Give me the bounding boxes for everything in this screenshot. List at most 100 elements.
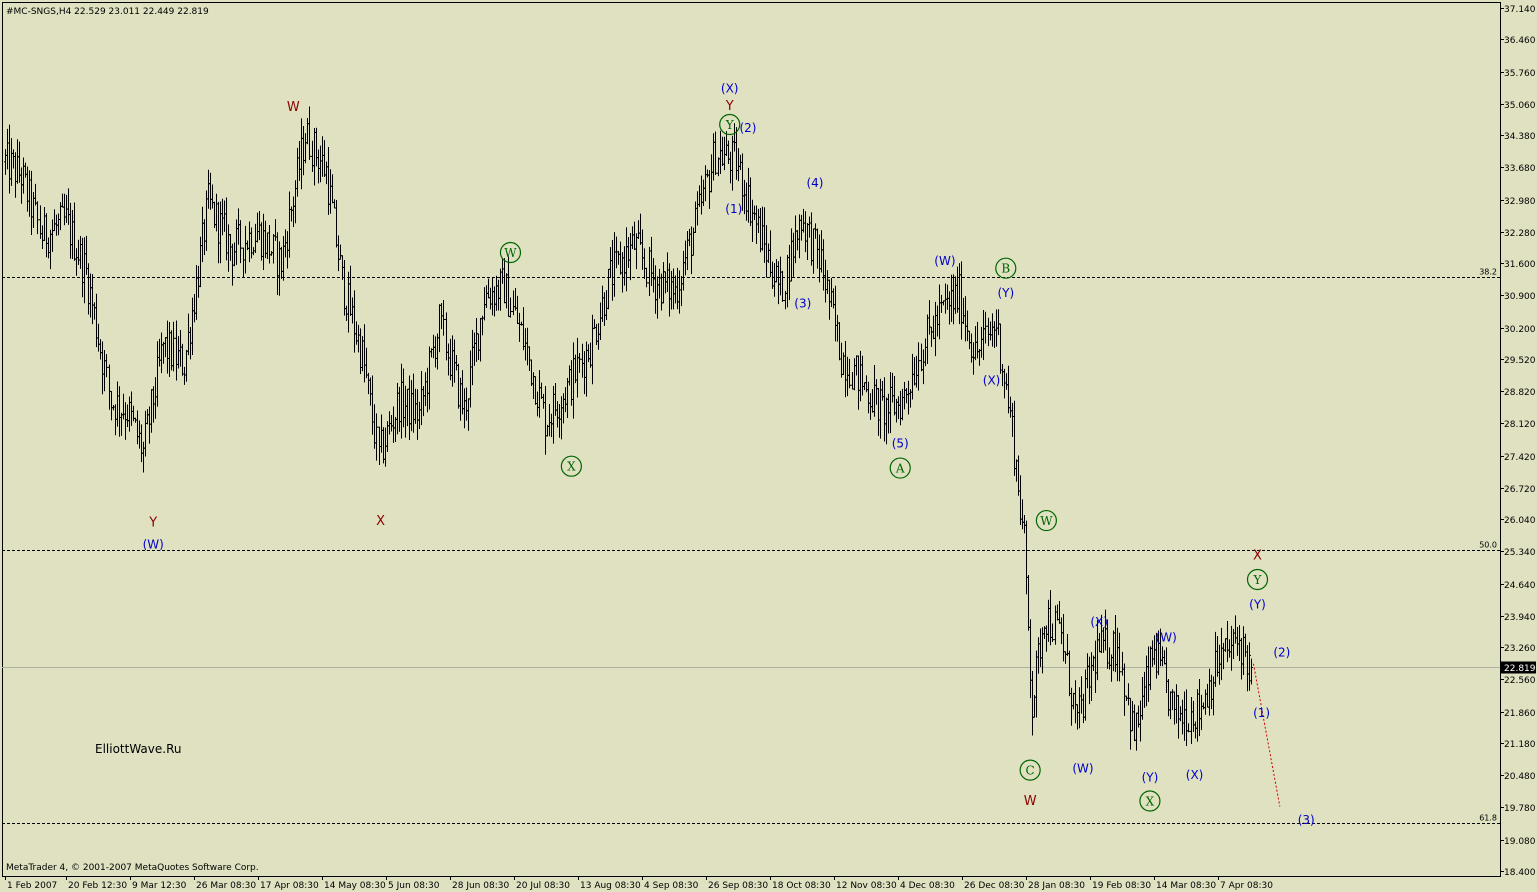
y-tick-label: 30.200 (1504, 325, 1536, 335)
x-tick-label: 4 Dec 08:30 (900, 881, 955, 891)
ohlc-bar (239, 220, 242, 264)
wave-label-text: W (287, 100, 300, 115)
ohlc-bar (172, 321, 175, 372)
wave-label-circle (1019, 759, 1041, 781)
wave-label: (5) (892, 437, 909, 451)
wave-label: (2) (739, 121, 756, 135)
wave-label: (1) (1253, 706, 1270, 720)
wave-label: (W) (1156, 631, 1177, 645)
y-tick-label: 25.340 (1504, 548, 1536, 558)
wave-label-text: Y (148, 515, 157, 530)
current-price-value: 22.819 (1504, 664, 1536, 674)
wave-label-text: C (1026, 764, 1035, 778)
x-tick-label: 20 Feb 12:30 (68, 881, 127, 891)
wave-label-text: (W) (934, 254, 955, 268)
x-tick-label: 13 Aug 08:30 (580, 881, 641, 891)
wave-label-text: X (376, 514, 385, 529)
wave-label: (3) (1298, 813, 1315, 827)
y-tick-label: 23.940 (1504, 613, 1536, 623)
wave-label: W (287, 100, 300, 115)
wave-label-text: (X) (721, 82, 739, 96)
wave-label-text: X (1146, 795, 1155, 809)
ohlc-bars (4, 106, 1253, 751)
wave-label: (W) (934, 254, 955, 268)
wave-label-circled: A (889, 457, 911, 479)
y-tick-label: 26.040 (1504, 516, 1536, 526)
wave-label: X (1253, 549, 1262, 564)
wave-label: (X) (1090, 615, 1108, 629)
wave-label-circled: W (499, 241, 522, 264)
wave-label-circle (560, 455, 582, 477)
fib-level-label: 50.0 (1479, 541, 1497, 550)
x-tick-label: 1 Feb 2007 (7, 881, 57, 891)
wave-label: (X) (1186, 768, 1204, 782)
wave-label-text: (Y) (1249, 597, 1266, 611)
ohlc-bar (375, 413, 378, 461)
wave-label-text: X (567, 460, 576, 474)
ohlc-bar (645, 267, 648, 288)
wave-label: (Y) (997, 286, 1014, 300)
wave-label-text: (X) (983, 374, 1001, 388)
wave-label: W (1024, 794, 1037, 809)
wave-label-text: (X) (1186, 768, 1204, 782)
wave-label-circled: B (995, 257, 1017, 279)
wave-label-text: Y (725, 118, 735, 132)
current-price-tag (1501, 661, 1536, 674)
y-tick-label: 33.680 (1504, 164, 1536, 174)
wave-label-circle (1139, 790, 1161, 812)
y-tick-label: 35.060 (1504, 101, 1536, 111)
wave-label-text: Y (1253, 573, 1263, 587)
wave-label-text: (4) (806, 176, 823, 190)
y-tick-label: 24.640 (1504, 581, 1536, 591)
wave-label-text: (2) (739, 121, 756, 135)
wave-label-circle (499, 241, 522, 264)
wave-label-circled: X (1139, 790, 1161, 812)
x-tick-label: 14 May 08:30 (324, 881, 386, 891)
wave-label-circle (1035, 509, 1057, 532)
y-tick-label: 28.820 (1504, 388, 1536, 398)
ohlc-bar (781, 270, 784, 302)
wave-label-circle (889, 457, 911, 479)
ohlc-bar (442, 299, 445, 336)
y-tick-label: 37.140 (1504, 5, 1536, 15)
plot-area (2, 2, 1501, 877)
y-tick-label: 23.260 (1504, 644, 1536, 654)
wave-label: (W) (1072, 761, 1093, 775)
wave-label-text: (W) (1156, 631, 1177, 645)
y-tick-label: 19.780 (1504, 804, 1536, 814)
ohlc-bar (1187, 723, 1190, 733)
wave-label-text: (3) (1298, 813, 1315, 827)
wave-label-text: W (1024, 794, 1037, 809)
wave-label: (X) (983, 374, 1001, 388)
fib-level-label: 38.2 (1479, 268, 1497, 277)
x-tick-label: 20 Jul 08:30 (516, 881, 570, 891)
wave-label-text: (X) (1090, 615, 1108, 629)
x-tick-label: 17 Apr 08:30 (260, 881, 319, 891)
ohlc-bar (578, 352, 581, 373)
ohlc-bar (1248, 642, 1251, 691)
wave-label-text: (W) (143, 538, 164, 552)
wave-label-text: (5) (892, 437, 909, 451)
x-tick-label: 19 Feb 08:30 (1092, 881, 1151, 891)
chart-header: #MC-SNGS,H4 22.529 23.011 22.449 22.819 (6, 7, 209, 17)
wave-label-circle (995, 257, 1017, 279)
x-tick-label: 12 Nov 08:30 (836, 881, 897, 891)
y-tick-label: 26.720 (1504, 485, 1536, 495)
x-tick-label: 28 Jan 08:30 (1028, 881, 1085, 891)
x-tick-label: 5 Jun 08:30 (388, 881, 440, 891)
wave-label-text: X (1253, 549, 1262, 564)
y-tick-label: 34.380 (1504, 132, 1536, 142)
x-tick-label: 28 Jun 08:30 (452, 881, 509, 891)
wave-label-circled: C (1019, 759, 1041, 781)
y-tick-label: 21.860 (1504, 709, 1536, 719)
ohlc-bar (1118, 632, 1121, 682)
y-tick-label: 35.760 (1504, 69, 1536, 79)
wave-label: (1) (725, 202, 742, 216)
x-tick-label: 14 Mar 08:30 (1156, 881, 1216, 891)
y-tick-label: 18.400 (1504, 868, 1536, 878)
ohlc-bar (848, 358, 851, 389)
copyright-text: MetaTrader 4, © 2001-2007 MetaQuotes Sof… (6, 863, 259, 873)
wave-label-circle (1246, 568, 1269, 591)
